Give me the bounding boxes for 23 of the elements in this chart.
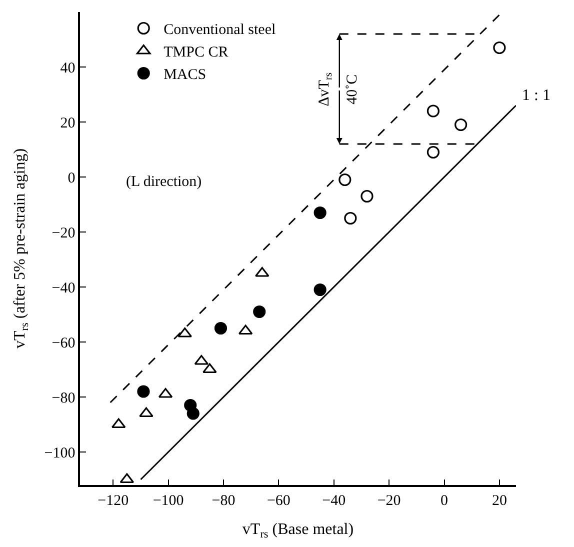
x-tick-label: −100 [152, 492, 184, 509]
y-tick-label: −100 [44, 445, 76, 462]
y-tick-label: 20 [60, 115, 76, 132]
annotation: 40˚C [344, 74, 360, 104]
legend-label: TMPC CR [164, 44, 228, 61]
x-tick-label: −120 [98, 492, 129, 509]
annotation: (L direction) [126, 174, 202, 190]
x-tick-label: 20 [492, 492, 507, 509]
x-axis-title: vT$_{rs}$ (Base metal) [242, 520, 354, 540]
x-tick-label: 0 [440, 492, 448, 509]
series-label: 1 : 1 [522, 87, 550, 104]
y-tick-label: −40 [52, 280, 76, 296]
y-tick-label: 40 [60, 60, 76, 76]
legend-label: MACS [164, 67, 206, 84]
y-tick-label: −60 [52, 335, 76, 352]
x-tick-label: −80 [212, 492, 236, 509]
y-tick-label: −20 [52, 225, 76, 242]
x-tick-label: −20 [377, 492, 401, 509]
x-tick-label: −60 [266, 492, 290, 509]
y-tick-label: −80 [52, 390, 76, 406]
y-tick-label: 0 [68, 170, 76, 186]
legend-label: Conventional steel [164, 22, 276, 38]
x-tick-label: −40 [322, 492, 346, 509]
